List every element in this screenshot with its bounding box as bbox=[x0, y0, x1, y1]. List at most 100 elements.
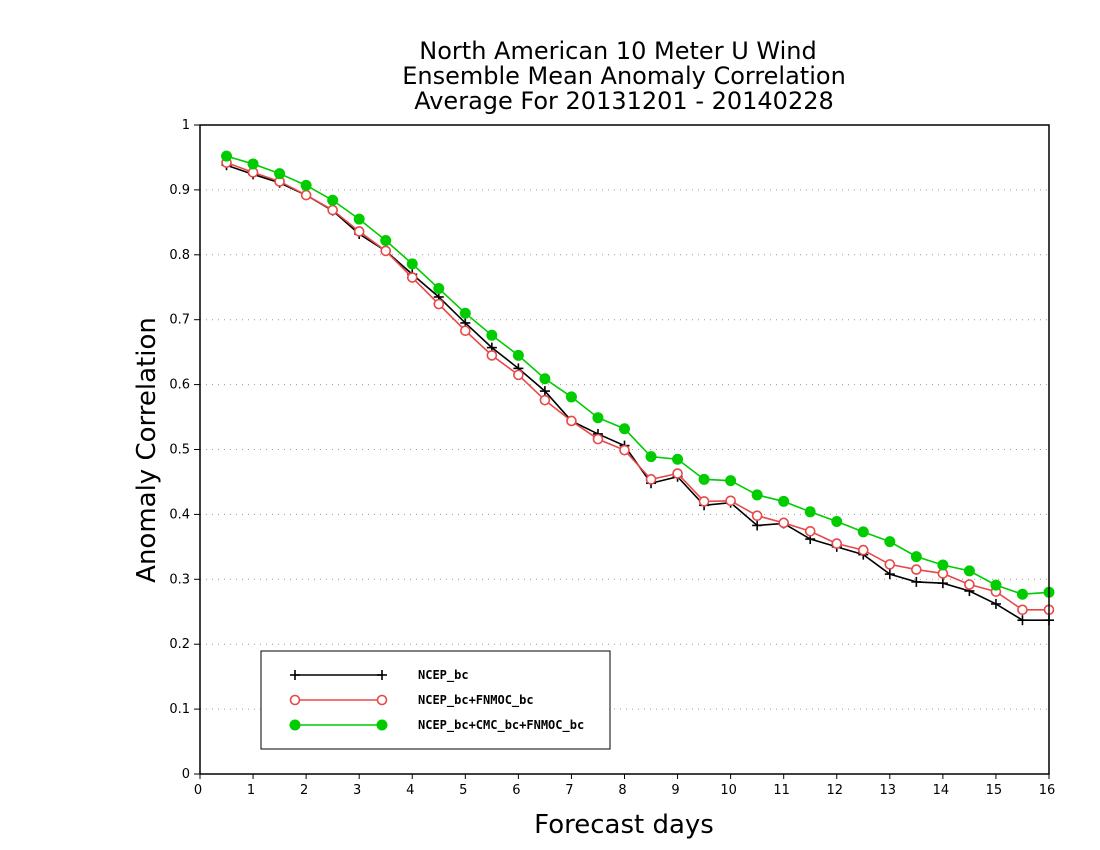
legend-marker-start-ncep-bc bbox=[290, 670, 300, 680]
data-point-ncep-bc-cmc-bc-fnmoc-bc bbox=[406, 258, 418, 270]
data-point-ncep-bc-cmc-bc-fnmoc-bc bbox=[910, 551, 922, 563]
y-tick-label: 0 bbox=[182, 767, 190, 782]
data-point-ncep-bc-cmc-bc-fnmoc-bc bbox=[486, 329, 498, 341]
data-point-ncep-bc-cmc-bc-fnmoc-bc bbox=[751, 489, 763, 501]
y-axis-ticks: 0 0.1 0.2 0.3 0.4 0.5 0.6 0.7 0.8 0.9 1 bbox=[169, 118, 200, 782]
x-tick-label: 16 bbox=[1039, 783, 1056, 798]
legend: NCEP_bc NCEP_bc+FNMOC_bc NCEP_bc+CMC_bc+FN… bbox=[260, 650, 611, 750]
data-point-ncep-bc-cmc-bc-fnmoc-bc bbox=[831, 516, 843, 528]
data-point-ncep-bc-fnmoc-bc bbox=[353, 226, 365, 237]
y-tick-label: 0.1 bbox=[169, 702, 190, 717]
data-point-ncep-bc-cmc-bc-fnmoc-bc bbox=[565, 391, 577, 403]
series-group bbox=[221, 150, 1055, 626]
y-tick-label: 0.6 bbox=[169, 378, 190, 393]
data-point-ncep-bc-fnmoc-bc bbox=[778, 517, 789, 529]
legend-marker-end-ncep-bc bbox=[377, 670, 387, 680]
data-point-ncep-bc-cmc-bc-fnmoc-bc bbox=[459, 307, 471, 319]
x-tick-label: 7 bbox=[565, 783, 573, 798]
data-point-ncep-bc bbox=[752, 520, 763, 531]
x-tick-label: 9 bbox=[671, 783, 679, 798]
data-point-ncep-bc-fnmoc-bc bbox=[1017, 604, 1028, 616]
x-tick-label: 12 bbox=[826, 783, 843, 798]
data-point-ncep-bc-cmc-bc-fnmoc-bc bbox=[433, 283, 445, 295]
data-point-ncep-bc-cmc-bc-fnmoc-bc bbox=[512, 349, 524, 361]
data-point-ncep-bc-cmc-bc-fnmoc-bc bbox=[539, 373, 551, 385]
data-point-ncep-bc bbox=[884, 569, 895, 580]
legend-label-ncep-bc: NCEP_bc bbox=[418, 668, 469, 683]
x-tick-label: 2 bbox=[300, 783, 308, 798]
data-point-ncep-bc-fnmoc-bc bbox=[619, 444, 630, 456]
data-point-ncep-bc-fnmoc-bc bbox=[433, 298, 445, 310]
data-point-ncep-bc-cmc-bc-fnmoc-bc bbox=[778, 495, 790, 507]
plot-frame bbox=[199, 124, 1050, 775]
legend-marker-start-ncep-bc-cmc-bc-fnmoc-bc bbox=[289, 719, 301, 731]
x-tick-label: 1 bbox=[247, 783, 255, 798]
legend-label-ncep-bc-cmc-bc-fnmoc-bc: NCEP_bc+CMC_bc+FNMOC_bc bbox=[418, 718, 584, 733]
data-point-ncep-bc-fnmoc-bc bbox=[380, 245, 392, 257]
x-axis-ticks: 0 1 2 3 4 5 6 7 8 9 10 11 12 13 14 15 16 bbox=[194, 774, 1055, 798]
x-tick-label: 4 bbox=[406, 783, 414, 798]
data-point-ncep-bc-cmc-bc-fnmoc-bc bbox=[725, 475, 737, 487]
legend-marker-end-ncep-bc-fnmoc-bc bbox=[376, 694, 388, 706]
y-tick-label: 0.4 bbox=[169, 507, 190, 522]
legend-marker-end-ncep-bc-cmc-bc-fnmoc-bc bbox=[376, 719, 388, 731]
y-tick-label: 0.2 bbox=[169, 637, 190, 652]
data-point-ncep-bc-cmc-bc-fnmoc-bc bbox=[300, 179, 312, 191]
data-point-ncep-bc bbox=[911, 576, 922, 587]
series-line-ncep-bc-cmc-bc-fnmoc-bc bbox=[226, 155, 1050, 596]
data-point-ncep-bc-cmc-bc-fnmoc-bc bbox=[380, 235, 392, 247]
data-point-ncep-bc-fnmoc-bc bbox=[513, 369, 524, 381]
x-tick-label: 11 bbox=[773, 783, 790, 798]
x-tick-label: 15 bbox=[986, 783, 1003, 798]
data-point-ncep-bc-cmc-bc-fnmoc-bc bbox=[645, 451, 657, 463]
y-tick-label: 0.7 bbox=[169, 313, 190, 328]
y-tick-label: 0.8 bbox=[169, 248, 190, 263]
data-point-ncep-bc-cmc-bc-fnmoc-bc bbox=[353, 213, 365, 225]
data-point-ncep-bc-cmc-bc-fnmoc-bc bbox=[963, 565, 975, 577]
y-tick-label: 0.3 bbox=[169, 572, 190, 587]
data-point-ncep-bc-fnmoc-bc bbox=[751, 510, 763, 521]
data-point-ncep-bc-fnmoc-bc bbox=[831, 538, 843, 549]
data-point-ncep-bc-cmc-bc-fnmoc-bc bbox=[1016, 588, 1028, 600]
data-point-ncep-bc-fnmoc-bc bbox=[698, 496, 710, 507]
data-point-ncep-bc-cmc-bc-fnmoc-bc bbox=[937, 559, 949, 571]
legend-marker-start-ncep-bc-fnmoc-bc bbox=[289, 694, 301, 706]
data-point-ncep-bc-fnmoc-bc bbox=[804, 525, 816, 537]
data-point-ncep-bc-cmc-bc-fnmoc-bc bbox=[804, 506, 816, 518]
data-point-ncep-bc bbox=[937, 578, 948, 589]
x-axis-label: Forecast days bbox=[534, 810, 714, 840]
data-point-ncep-bc-fnmoc-bc bbox=[486, 350, 498, 361]
data-point-ncep-bc-cmc-bc-fnmoc-bc bbox=[327, 194, 339, 206]
data-point-ncep-bc-cmc-bc-fnmoc-bc bbox=[990, 579, 1002, 591]
data-point-ncep-bc-fnmoc-bc bbox=[857, 544, 869, 556]
x-tick-label: 0 bbox=[194, 783, 202, 798]
data-point-ncep-bc-fnmoc-bc bbox=[884, 559, 896, 570]
data-point-ncep-bc bbox=[990, 598, 1001, 609]
data-point-ncep-bc-fnmoc-bc bbox=[566, 415, 577, 427]
x-tick-label: 13 bbox=[880, 783, 897, 798]
data-point-ncep-bc-cmc-bc-fnmoc-bc bbox=[592, 412, 604, 424]
y-tick-label: 0.5 bbox=[169, 443, 190, 458]
x-tick-label: 10 bbox=[720, 783, 737, 798]
x-tick-label: 14 bbox=[933, 783, 950, 798]
y-tick-label: 1 bbox=[182, 118, 190, 133]
legend-label-ncep-bc-fnmoc-bc: NCEP_bc+FNMOC_bc bbox=[418, 693, 534, 708]
data-point-ncep-bc-fnmoc-bc bbox=[672, 468, 683, 479]
data-point-ncep-bc-fnmoc-bc bbox=[592, 433, 604, 445]
x-tick-label: 6 bbox=[512, 783, 520, 798]
data-point-ncep-bc-fnmoc-bc bbox=[911, 564, 922, 575]
data-point-ncep-bc bbox=[539, 386, 550, 397]
x-tick-label: 3 bbox=[353, 783, 361, 798]
series-line-ncep-bc-fnmoc-bc bbox=[226, 161, 1049, 611]
chart-title-line-1: North American 10 Meter U Wind bbox=[419, 37, 816, 65]
x-tick-label: 8 bbox=[618, 783, 626, 798]
data-point-ncep-bc-cmc-bc-fnmoc-bc bbox=[247, 158, 259, 170]
y-tick-label: 0.9 bbox=[169, 183, 190, 198]
data-point-ncep-bc-cmc-bc-fnmoc-bc bbox=[884, 536, 896, 548]
data-point-ncep-bc-cmc-bc-fnmoc-bc bbox=[857, 526, 869, 538]
data-point-ncep-bc-cmc-bc-fnmoc-bc bbox=[672, 453, 684, 465]
data-point-ncep-bc-fnmoc-bc bbox=[964, 579, 975, 590]
x-tick-label: 5 bbox=[459, 783, 467, 798]
data-point-ncep-bc-fnmoc-bc bbox=[725, 495, 736, 507]
